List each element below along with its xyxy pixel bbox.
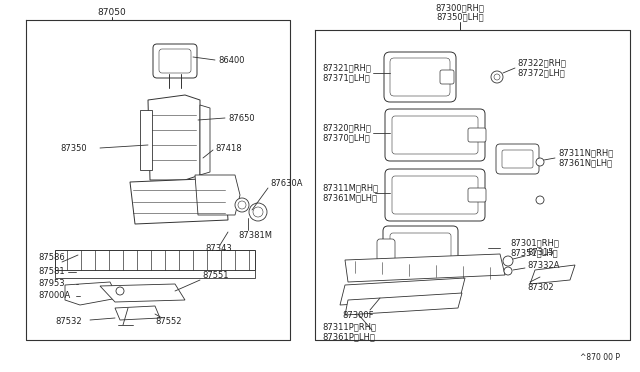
- Circle shape: [503, 256, 513, 266]
- Text: 87351〈LH〉: 87351〈LH〉: [510, 248, 557, 257]
- Circle shape: [491, 71, 503, 83]
- Text: 87320〈RH〉: 87320〈RH〉: [322, 124, 371, 132]
- Polygon shape: [65, 282, 118, 305]
- Polygon shape: [345, 293, 462, 315]
- Text: 87532: 87532: [55, 317, 82, 327]
- FancyBboxPatch shape: [468, 128, 486, 142]
- Polygon shape: [200, 105, 210, 175]
- FancyBboxPatch shape: [440, 70, 454, 84]
- Polygon shape: [530, 265, 575, 284]
- Text: 87311P〈RH〉: 87311P〈RH〉: [322, 323, 376, 331]
- Text: 87361P〈LH〉: 87361P〈LH〉: [322, 333, 375, 341]
- FancyBboxPatch shape: [392, 176, 478, 214]
- Text: 87372〈LH〉: 87372〈LH〉: [517, 68, 564, 77]
- FancyBboxPatch shape: [468, 188, 486, 202]
- Text: 87332A: 87332A: [527, 260, 559, 269]
- Circle shape: [536, 158, 544, 166]
- Text: 87552: 87552: [155, 317, 182, 327]
- Text: 87371〈LH〉: 87371〈LH〉: [322, 74, 370, 83]
- Text: 87343: 87343: [205, 244, 232, 253]
- Text: 87300〈RH〉: 87300〈RH〉: [436, 3, 484, 13]
- Text: 87361M〈LH〉: 87361M〈LH〉: [322, 193, 377, 202]
- FancyBboxPatch shape: [384, 52, 456, 102]
- Text: 87315: 87315: [527, 247, 554, 257]
- Text: 87302: 87302: [527, 282, 554, 292]
- Text: 87630A: 87630A: [270, 179, 303, 187]
- Text: 87350〈LH〉: 87350〈LH〉: [436, 13, 484, 22]
- Text: 86400: 86400: [218, 55, 244, 64]
- Text: 87311N〈RH〉: 87311N〈RH〉: [558, 148, 613, 157]
- Text: 87311M〈RH〉: 87311M〈RH〉: [322, 183, 378, 192]
- Circle shape: [238, 201, 246, 209]
- Circle shape: [249, 203, 267, 221]
- Polygon shape: [195, 175, 240, 215]
- Text: 87586: 87586: [38, 253, 65, 263]
- Text: ^870 00 P: ^870 00 P: [580, 353, 620, 362]
- Circle shape: [536, 196, 544, 204]
- FancyBboxPatch shape: [383, 226, 458, 274]
- Text: 87300F: 87300F: [342, 311, 374, 320]
- Polygon shape: [148, 95, 200, 180]
- Text: 87581: 87581: [38, 267, 65, 276]
- Polygon shape: [130, 178, 228, 224]
- Circle shape: [504, 267, 512, 275]
- Text: 87050: 87050: [98, 7, 126, 16]
- FancyBboxPatch shape: [159, 49, 191, 73]
- Circle shape: [253, 207, 263, 217]
- Text: 87418: 87418: [215, 144, 242, 153]
- FancyBboxPatch shape: [385, 169, 485, 221]
- Text: 87381M: 87381M: [238, 231, 272, 240]
- Polygon shape: [340, 278, 465, 305]
- Bar: [55, 250, 255, 270]
- Circle shape: [494, 74, 500, 80]
- Text: 87953: 87953: [38, 279, 65, 289]
- FancyBboxPatch shape: [153, 44, 197, 78]
- FancyBboxPatch shape: [390, 233, 451, 267]
- Text: 87000A: 87000A: [38, 292, 70, 301]
- FancyBboxPatch shape: [390, 58, 450, 96]
- Text: 87322〈RH〉: 87322〈RH〉: [517, 58, 566, 67]
- Text: 87650: 87650: [228, 113, 255, 122]
- FancyBboxPatch shape: [377, 239, 395, 261]
- Polygon shape: [115, 306, 160, 320]
- Polygon shape: [345, 254, 505, 282]
- FancyBboxPatch shape: [385, 109, 485, 161]
- FancyBboxPatch shape: [502, 150, 533, 168]
- FancyBboxPatch shape: [496, 144, 539, 174]
- Text: 87370〈LH〉: 87370〈LH〉: [322, 134, 370, 142]
- Text: 87551: 87551: [202, 272, 228, 280]
- FancyBboxPatch shape: [392, 116, 478, 154]
- Text: 87321〈RH〉: 87321〈RH〉: [322, 64, 371, 73]
- Text: 87350: 87350: [60, 144, 86, 153]
- Text: 87361N〈LH〉: 87361N〈LH〉: [558, 158, 612, 167]
- Circle shape: [235, 198, 249, 212]
- Bar: [55, 270, 255, 278]
- Text: 87301〈RH〉: 87301〈RH〉: [510, 238, 559, 247]
- Circle shape: [116, 287, 124, 295]
- Polygon shape: [100, 284, 185, 302]
- Polygon shape: [140, 110, 152, 170]
